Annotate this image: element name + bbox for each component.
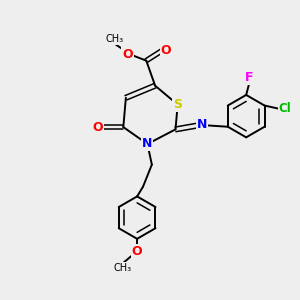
Text: S: S — [173, 98, 182, 111]
Text: O: O — [132, 245, 142, 258]
Text: F: F — [245, 71, 254, 84]
Text: CH₃: CH₃ — [113, 263, 131, 273]
Text: O: O — [161, 44, 171, 57]
Text: O: O — [92, 121, 103, 134]
Text: N: N — [197, 118, 207, 131]
Text: CH₃: CH₃ — [105, 34, 123, 44]
Text: Cl: Cl — [279, 102, 292, 115]
Text: O: O — [122, 48, 133, 61]
Text: N: N — [142, 137, 153, 151]
